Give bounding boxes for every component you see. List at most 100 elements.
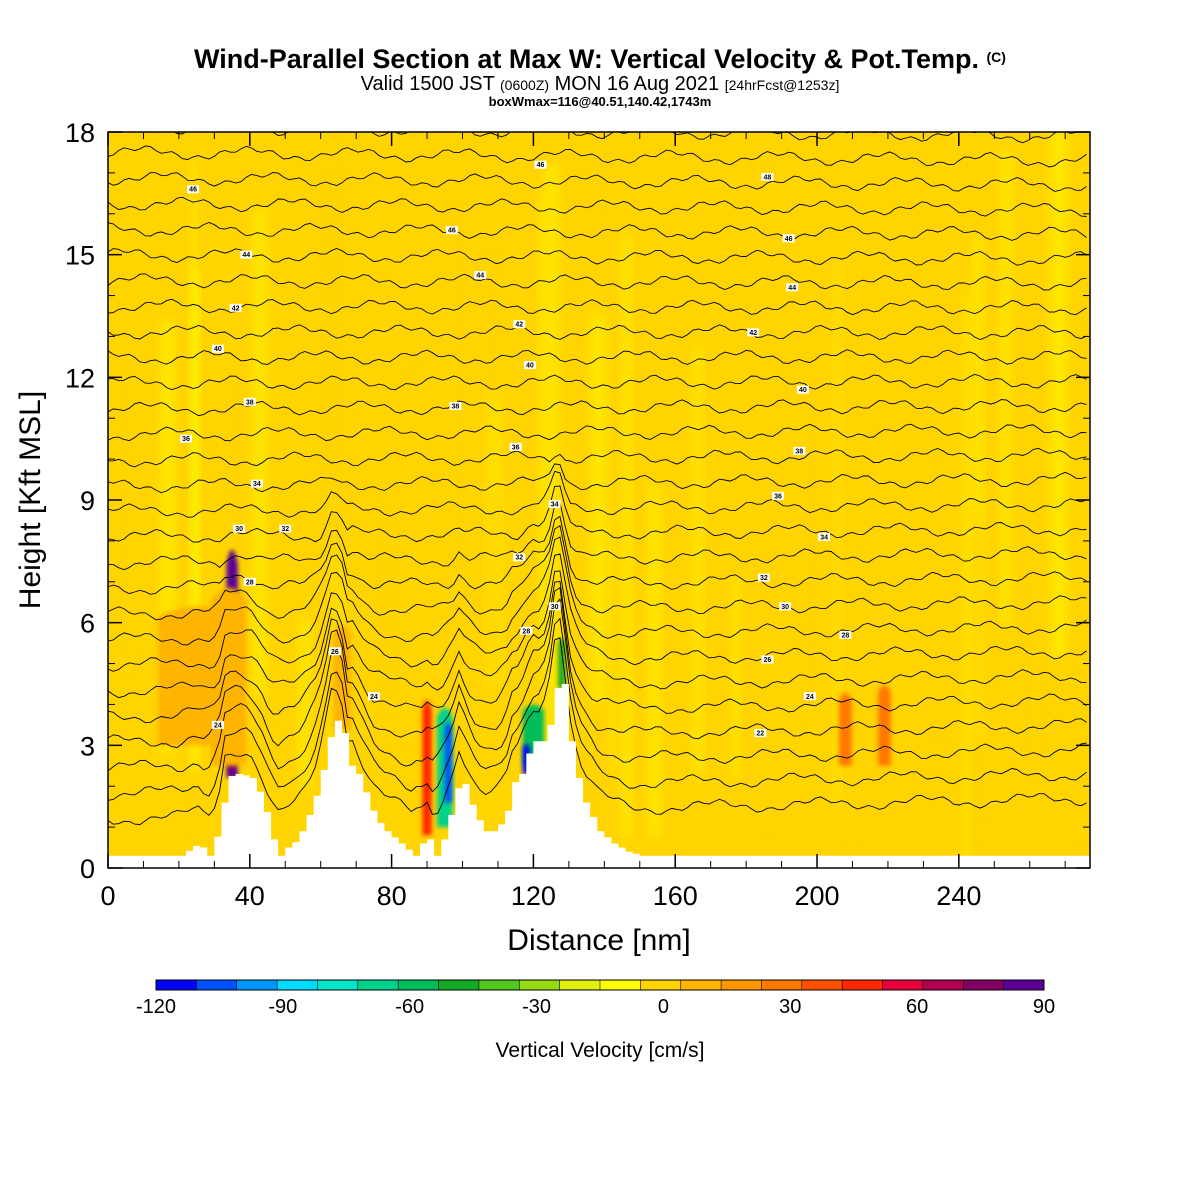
theta-contour-label: 30	[233, 524, 246, 533]
velocity-cell	[444, 721, 452, 803]
theta-contour-label: 38	[243, 397, 256, 406]
theta-contour-line	[108, 273, 1087, 291]
colorbar-swatch	[156, 980, 197, 990]
theta-contour-label-text: 26	[763, 657, 771, 664]
theta-contour-label-bg	[548, 602, 561, 611]
theta-contour-label-text: 34	[551, 502, 559, 509]
theta-contour-label-text: 34	[820, 534, 828, 541]
velocity-streak	[486, 266, 499, 677]
velocity-streak	[449, 132, 458, 629]
theta-contour-label: 32	[757, 573, 770, 582]
velocity-streak	[611, 518, 616, 773]
colorbar-swatch	[277, 980, 318, 990]
theta-contour-line	[108, 447, 1087, 468]
theta-contour-line	[108, 470, 1087, 518]
colorbar-swatch	[640, 980, 682, 990]
velocity-streak	[678, 538, 690, 748]
theta-contour-label-text: 22	[756, 731, 764, 738]
theta-contour-label-text: 34	[253, 481, 261, 488]
colorbar-swatch	[963, 980, 1005, 990]
velocity-streak	[328, 132, 339, 651]
velocity-streak	[545, 165, 557, 786]
velocity-streak	[490, 491, 503, 825]
theta-contour-label-bg	[757, 573, 770, 582]
theta-contour-label: 34	[818, 532, 831, 541]
theta-contour-label-text: 36	[774, 493, 782, 500]
theta-contour-label-text: 42	[749, 330, 757, 337]
velocity-streak	[968, 510, 981, 856]
theta-contour-line	[108, 570, 1087, 699]
theta-contour-label-bg	[250, 479, 263, 488]
theta-contour-label-bg	[523, 361, 536, 370]
velocity-streak	[732, 578, 740, 780]
x-tick-label: 200	[794, 881, 839, 911]
theta-contour-label-bg	[747, 328, 760, 337]
theta-contour-label-text: 40	[526, 363, 534, 370]
velocity-streak	[764, 179, 772, 827]
velocity-streak	[636, 514, 641, 755]
theta-contour-label-bg	[818, 532, 831, 541]
theta-contour-label-bg	[796, 385, 809, 394]
theta-contour-label-bg	[782, 234, 795, 243]
theta-contour-label-bg	[449, 401, 462, 410]
theta-contour-label: 40	[211, 344, 224, 353]
theta-contour-label-bg	[534, 160, 547, 169]
theta-contour-label: 46	[782, 234, 795, 243]
theta-contour-label-text: 40	[214, 346, 222, 353]
theta-contour-line	[154, 132, 1078, 144]
theta-contour-label-bg	[233, 524, 246, 533]
theta-contour-line	[108, 515, 1087, 595]
theta-contour-label-bg	[229, 303, 242, 312]
velocity-streak	[123, 132, 134, 665]
y-tick-label: 18	[65, 118, 95, 148]
theta-contour-label-text: 32	[515, 555, 523, 562]
theta-contour-label: 34	[548, 500, 561, 509]
velocity-streak	[299, 616, 310, 791]
y-tick-label: 15	[65, 241, 95, 271]
velocity-cell	[333, 624, 351, 729]
chart-title-main: Wind-Parallel Section at Max W: Vertical…	[194, 44, 979, 74]
theta-contour-label-text: 38	[795, 448, 803, 455]
velocity-cell	[422, 700, 432, 836]
theta-contour-label-text: 24	[214, 722, 222, 729]
velocity-streak	[976, 524, 985, 808]
theta-contour-label: 36	[179, 434, 192, 443]
colorbar-tick-label: -90	[268, 996, 297, 1018]
theta-contour-label-bg	[179, 434, 192, 443]
velocity-cell	[157, 606, 243, 746]
theta-contour-label: 44	[240, 250, 253, 259]
x-tick-label: 80	[377, 881, 407, 911]
theta-contour-label: 38	[449, 401, 462, 410]
x-tick-label: 240	[936, 881, 981, 911]
y-tick-label: 9	[80, 486, 95, 516]
theta-contour-label-text: 28	[522, 628, 530, 635]
theta-contour-label-text: 42	[232, 305, 240, 312]
terrain	[108, 684, 1090, 868]
forecast-info: [24hrFcst@1253z]	[724, 77, 840, 93]
theta-contour-label-text: 44	[476, 273, 484, 280]
colorbar-title: Vertical Velocity [cm/s]	[496, 1039, 705, 1062]
theta-contour-label: 24	[367, 692, 380, 701]
theta-contour-line	[108, 581, 1087, 724]
valid-time-label: Valid 1500 JST	[360, 73, 495, 95]
valid-time-utc: (0600Z)	[500, 77, 550, 93]
theta-contour-label-text: 32	[281, 526, 289, 533]
colorbar-swatch	[761, 980, 803, 990]
velocity-streak	[381, 505, 394, 707]
theta-contour-label: 34	[250, 479, 263, 488]
theta-contour-line	[108, 553, 1087, 672]
velocity-streak	[1011, 276, 1021, 657]
theta-contour-label: 26	[328, 647, 341, 656]
velocity-streak	[233, 132, 246, 724]
colorbar-swatch	[398, 980, 440, 990]
velocity-cell	[878, 685, 891, 766]
velocity-streak	[1001, 149, 1012, 626]
x-tick-label: 160	[653, 881, 698, 911]
theta-contour-label-text: 48	[763, 174, 771, 181]
colorbar-swatch	[842, 980, 884, 990]
chart-title: Wind-Parallel Section at Max W: Vertical…	[0, 42, 1200, 74]
velocity-streak	[254, 209, 266, 697]
velocity-streak	[111, 344, 119, 725]
velocity-streak	[963, 290, 970, 868]
colorbar-swatch	[357, 980, 399, 990]
